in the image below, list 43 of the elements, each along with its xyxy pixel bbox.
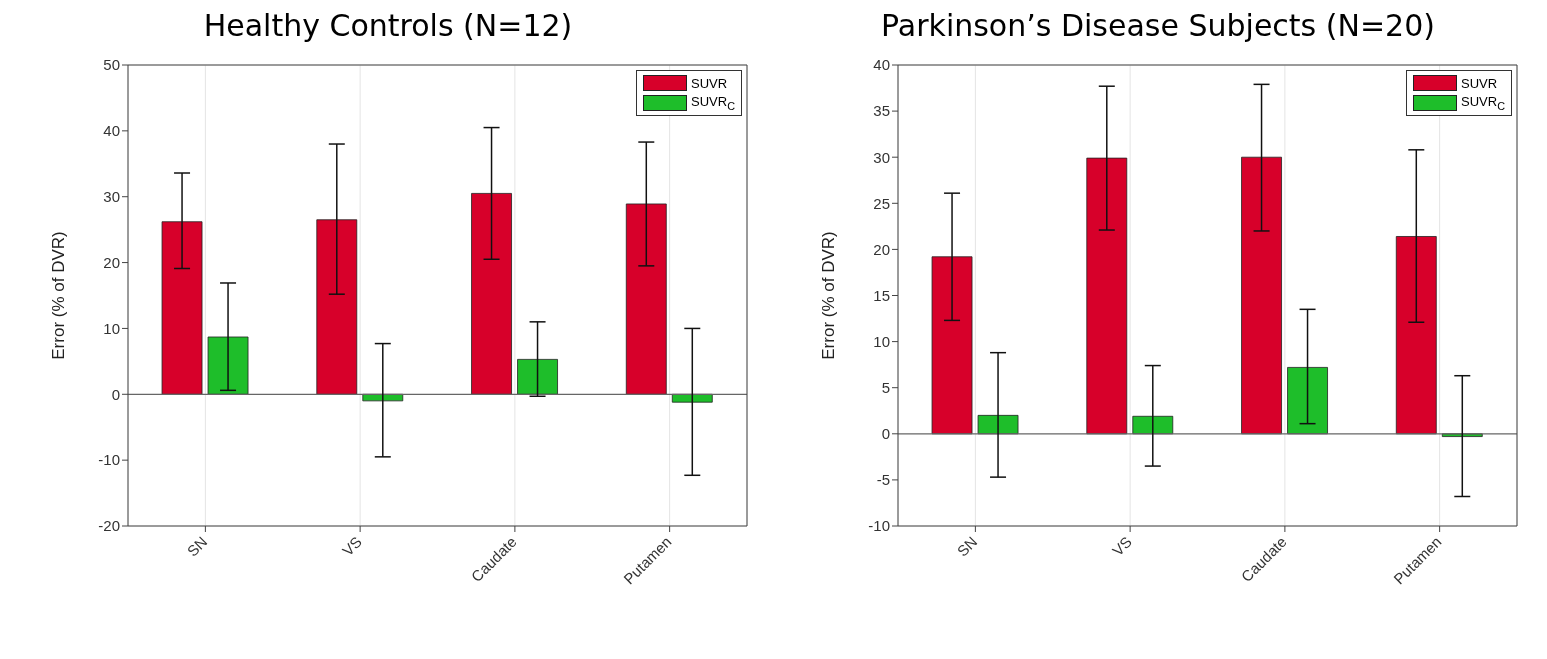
- x-tick-label: VS: [1108, 532, 1136, 560]
- bar: [1241, 156, 1282, 435]
- bar: [471, 193, 512, 395]
- bar: [1395, 236, 1437, 435]
- y-tick-label: 20: [873, 240, 890, 258]
- legend-label: SUVR$_{C}$: [691, 94, 735, 112]
- legend-label: SUVR: [1461, 75, 1498, 91]
- y-tick-label: 10: [103, 319, 120, 337]
- y-tick-label: -20: [98, 517, 120, 535]
- bar: [161, 221, 203, 395]
- y-tick-label: -10: [868, 517, 890, 535]
- y-tick-label: 15: [873, 286, 890, 304]
- y-tick-label: 25: [873, 194, 890, 212]
- x-tick-label: VS: [338, 532, 366, 560]
- bar: [207, 336, 249, 395]
- y-tick-label: 40: [873, 56, 890, 74]
- bar: [977, 414, 1019, 435]
- bar: [1287, 367, 1328, 435]
- bar: [931, 256, 973, 435]
- bar: [1086, 157, 1128, 435]
- legend-label: SUVR$_{C}$: [1461, 94, 1505, 112]
- y-tick-label: 20: [103, 253, 120, 271]
- y-axis-title: Error (% of DVR): [819, 231, 839, 360]
- y-tick-label: 0: [881, 425, 890, 443]
- x-tick-label: SN: [183, 532, 211, 560]
- y-axis-title: Error (% of DVR): [49, 231, 69, 360]
- y-tick-label: 40: [103, 122, 120, 140]
- bar: [517, 358, 558, 395]
- y-tick-label: 30: [873, 148, 890, 166]
- y-tick-label: 5: [881, 379, 890, 397]
- y-tick-label: 50: [103, 56, 120, 74]
- y-tick-label: 35: [873, 102, 890, 120]
- x-tick-label: SN: [953, 532, 981, 560]
- y-tick-label: 10: [873, 332, 890, 350]
- legend-label: SUVR: [691, 75, 728, 91]
- bar: [316, 219, 358, 395]
- chart-title: Healthy Controls (N=12): [202, 8, 574, 45]
- bar: [625, 203, 667, 395]
- y-tick-label: 0: [111, 385, 120, 403]
- y-tick-label: -10: [98, 451, 120, 469]
- y-tick-label: 30: [103, 188, 120, 206]
- y-tick-label: -5: [876, 471, 890, 489]
- chart-title: Parkinson’s Disease Subjects (N=20): [880, 8, 1436, 45]
